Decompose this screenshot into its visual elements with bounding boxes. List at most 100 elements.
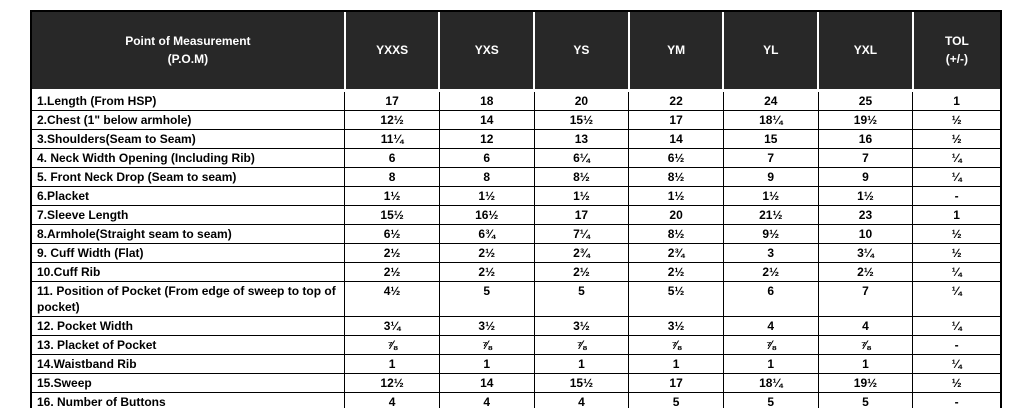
size-value-cell: 4 [817, 315, 914, 336]
size-value-cell: 5½ [628, 280, 724, 317]
size-value-cell: 2¾ [628, 242, 724, 263]
size-value-cell: 2½ [533, 261, 630, 282]
size-value-cell: ⅞ [817, 334, 914, 355]
table-row: 5. Front Neck Drop (Seam to seam) 8 8 8½ 8½ 9… [32, 166, 1000, 187]
table-row: 11. Position of Pocket (From edge of swe… [32, 280, 1000, 317]
size-value-cell: 21½ [722, 204, 819, 225]
size-value-cell: 17 [533, 204, 630, 225]
size-value-cell: 14 [438, 372, 535, 393]
size-value-cell: 1 [817, 353, 914, 374]
size-value-cell: 1 [533, 353, 630, 374]
size-value-cell: ⅞ [722, 334, 819, 355]
size-value-cell: 9 [817, 166, 914, 187]
table-row: 3.Shoulders(Seam to Seam) 11¼ 12 13 14 15 16 ½ [32, 128, 1000, 149]
table-row: 15.Sweep 12½ 14 15½ 17 18¼ 19½ ½ [32, 372, 1000, 393]
table-header: Point of Measurement (P.O.M) YXXS YXS YS… [32, 12, 1000, 92]
size-value-cell: 1 [438, 353, 535, 374]
size-value-cell: 14 [628, 128, 724, 149]
table-row: 10.Cuff Rib 2½ 2½ 2½ 2½ 2½ 2½ ¼ [32, 261, 1000, 282]
table-row: 4. Neck Width Opening (Including Rib) 6 6 6… [32, 147, 1000, 168]
size-value-cell: 1½ [533, 185, 630, 206]
header-tol-line2: (+/-) [945, 52, 969, 67]
size-value-cell: 10 [817, 223, 914, 244]
size-value-cell: 12½ [344, 372, 440, 393]
size-value-cell: 19½ [817, 372, 914, 393]
size-value-cell: 5 [628, 391, 724, 408]
size-value-cell: 17 [344, 89, 440, 111]
tol-cell: - [912, 334, 1000, 355]
pom-cell: 1.Length (From HSP) [32, 89, 346, 111]
size-value-cell: 3 [722, 242, 819, 263]
size-value-cell: 1 [722, 353, 819, 374]
size-value-cell: 2½ [817, 261, 914, 282]
table-row: 2.Chest (1" below armhole) 12½ 14 15½ 17 18¼ 1… [32, 109, 1000, 130]
size-value-cell: 3½ [438, 315, 535, 336]
size-value-cell: 6 [722, 280, 819, 317]
pom-cell: 2.Chest (1" below armhole) [32, 109, 346, 130]
size-value-cell: 6¼ [533, 147, 630, 168]
size-value-cell: 16½ [438, 204, 535, 225]
size-value-cell: ⅞ [628, 334, 724, 355]
size-value-cell: 8½ [628, 166, 724, 187]
size-value-cell: 3¼ [344, 315, 440, 336]
size-value-cell: 1½ [628, 185, 724, 206]
header-size-ys: YS [534, 12, 630, 92]
tol-cell: - [912, 185, 1000, 206]
tol-cell: ¼ [912, 315, 1000, 336]
size-value-cell: 6½ [344, 223, 440, 244]
pom-cell: 6.Placket [32, 185, 346, 206]
tol-cell: ½ [912, 109, 1000, 130]
table-row: 13. Placket of Pocket ⅞ ⅞ ⅞ ⅞ ⅞ ⅞ - [32, 334, 1000, 355]
table-row: 1.Length (From HSP) 17 18 20 22 24 25 1 [32, 89, 1000, 111]
pom-cell: 11. Position of Pocket (From edge of swe… [32, 280, 346, 317]
size-value-cell: 1½ [722, 185, 819, 206]
size-value-cell: 4 [438, 391, 535, 408]
table-row: 14.Waistband Rib 1 1 1 1 1 1 ¼ [32, 353, 1000, 374]
size-value-cell: 6¾ [438, 223, 535, 244]
size-value-cell: 6 [344, 147, 440, 168]
size-value-cell: 1½ [438, 185, 535, 206]
header-tol: TOL (+/-) [912, 12, 1000, 92]
size-value-cell: 6 [438, 147, 535, 168]
size-value-cell: 3¼ [817, 242, 914, 263]
size-value-cell: 15 [722, 128, 819, 149]
pom-cell: 10.Cuff Rib [32, 261, 346, 282]
size-value-cell: 8 [344, 166, 440, 187]
size-value-cell: 18¼ [722, 372, 819, 393]
tol-cell: ¼ [912, 280, 1000, 317]
size-value-cell: 22 [628, 89, 724, 111]
pom-cell: 9. Cuff Width (Flat) [32, 242, 346, 263]
size-value-cell: 8½ [628, 223, 724, 244]
size-value-cell: 18¼ [722, 109, 819, 130]
size-value-cell: 6½ [628, 147, 724, 168]
size-value-cell: 17 [628, 109, 724, 130]
size-value-cell: 9 [722, 166, 819, 187]
size-value-cell: 5 [817, 391, 914, 408]
size-value-cell: 8 [438, 166, 535, 187]
size-value-cell: 20 [628, 204, 724, 225]
pom-cell: 7.Sleeve Length [32, 204, 346, 225]
size-value-cell: 7 [722, 147, 819, 168]
size-value-cell: 20 [533, 89, 630, 111]
header-pom-line2: (P.O.M) [167, 52, 209, 67]
size-value-cell: 12½ [344, 109, 440, 130]
size-value-cell: ⅞ [438, 334, 535, 355]
header-row: Point of Measurement (P.O.M) YXXS YXS YS… [32, 12, 1000, 92]
size-value-cell: 1 [628, 353, 724, 374]
size-value-cell: ⅞ [344, 334, 440, 355]
table-row: 7.Sleeve Length 15½ 16½ 17 20 21½ 23 1 [32, 204, 1000, 225]
pom-cell: 12. Pocket Width [32, 315, 346, 336]
size-value-cell: 2½ [344, 261, 440, 282]
size-value-cell: 4 [722, 315, 819, 336]
size-value-cell: 24 [722, 89, 819, 111]
size-value-cell: 2½ [628, 261, 724, 282]
size-value-cell: 4 [344, 391, 440, 408]
size-value-cell: 15½ [533, 372, 630, 393]
pom-cell: 5. Front Neck Drop (Seam to seam) [32, 166, 346, 187]
size-value-cell: 11¼ [344, 128, 440, 149]
measurement-table-body: 1.Length (From HSP) 17 18 20 22 24 25 1 2.Chest … [32, 89, 1000, 408]
size-value-cell: 15½ [533, 109, 630, 130]
header-size-yxs: YXS [439, 12, 536, 92]
table-row: 16. Number of Buttons 4 4 4 5 5 5- [32, 391, 1000, 408]
